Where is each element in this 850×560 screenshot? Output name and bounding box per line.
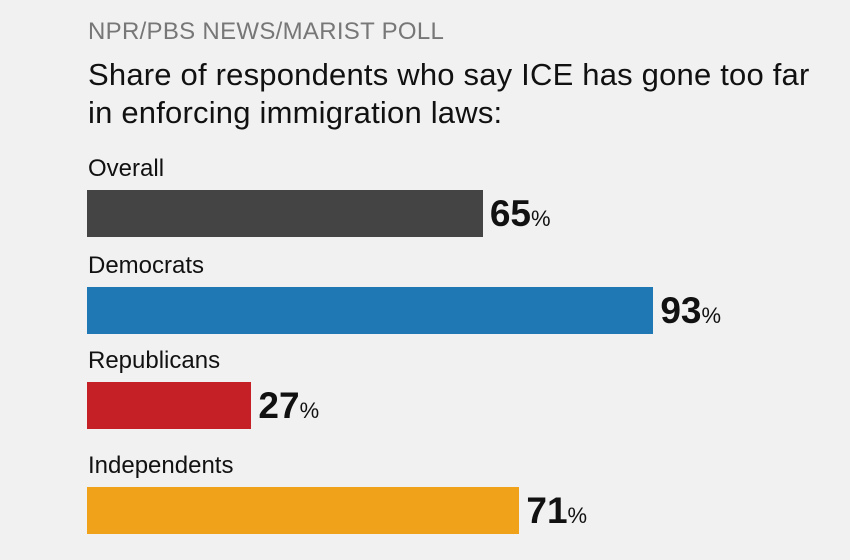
data-value: 27	[258, 385, 300, 426]
data-value: 93	[660, 290, 702, 331]
percent-sign: %	[531, 206, 551, 231]
source-label: NPR/PBS NEWS/MARIST POLL	[88, 18, 445, 45]
category-label: Overall	[88, 155, 165, 182]
category-label: Independents	[88, 452, 234, 479]
data-label: 27%	[258, 385, 319, 427]
data-value: 65	[489, 193, 531, 234]
data-value: 71	[526, 490, 568, 531]
data-label: 65%	[490, 193, 551, 235]
bar	[87, 382, 252, 429]
category-label: Democrats	[88, 252, 205, 279]
data-label: 71%	[526, 490, 587, 532]
percent-sign: %	[299, 398, 320, 423]
category-label: Republicans	[88, 347, 221, 374]
percent-sign: %	[567, 503, 588, 528]
bar	[87, 190, 483, 237]
bar	[87, 287, 654, 334]
percent-sign: %	[701, 303, 722, 328]
bar	[87, 487, 520, 534]
data-label: 93%	[660, 290, 721, 332]
chart-title: Share of respondents who say ICE has gon…	[88, 57, 810, 130]
